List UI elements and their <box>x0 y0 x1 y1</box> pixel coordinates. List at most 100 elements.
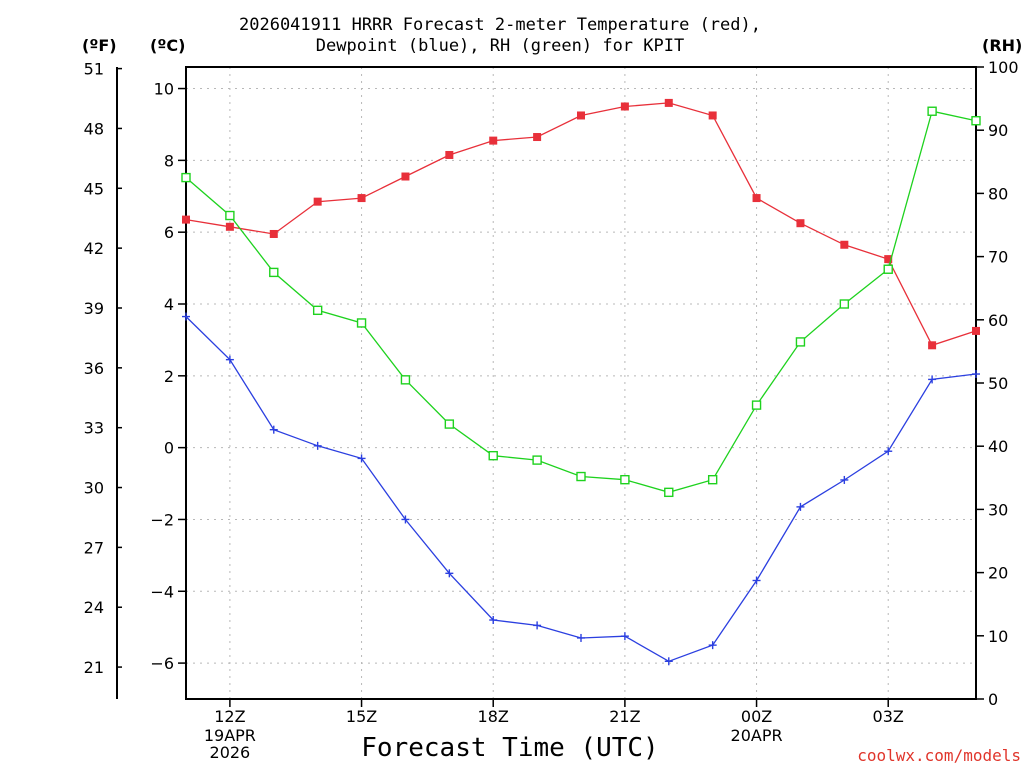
dewpoint-point <box>225 355 234 364</box>
rh-tick-label: 70 <box>988 248 1008 267</box>
temperature-point <box>445 150 454 159</box>
rh-point <box>707 474 718 485</box>
rh-line <box>185 110 977 493</box>
temperature-point <box>577 111 585 120</box>
fahrenheit-tick-label: 24 <box>84 598 104 617</box>
x-tick-label: 15Z <box>346 707 377 726</box>
temperature-point <box>489 136 498 145</box>
rh-point <box>400 375 411 385</box>
dewpoint-point <box>269 425 278 434</box>
rh-tick-label: 80 <box>988 184 1008 203</box>
dewpoint-line <box>185 316 977 663</box>
x-axis-label: Forecast Time (UTC) <box>361 733 659 763</box>
rh-point <box>883 264 893 274</box>
temperature-point <box>182 215 190 224</box>
temperature-point <box>752 194 761 203</box>
fahrenheit-tick-label: 21 <box>84 658 104 677</box>
dewpoint-point <box>182 312 190 321</box>
dewpoint-point <box>840 475 849 484</box>
temperature-point <box>620 102 629 111</box>
chart-title-line-2: Dewpoint (blue), RH (green) for KPIT <box>315 36 685 56</box>
celsius-tick-label: 0 <box>164 439 174 458</box>
celsius-tick-label: −2 <box>150 510 174 529</box>
celsius-unit-label: (ºC) <box>150 36 186 55</box>
dewpoint-point <box>972 370 980 379</box>
x-date-label: 20APR <box>731 726 783 745</box>
rh-point <box>356 318 367 328</box>
x-tick-label: 03Z <box>873 707 904 726</box>
dewpoint-point <box>752 576 761 585</box>
dewpoint-point <box>313 441 322 450</box>
temperature-point <box>708 111 717 120</box>
rh-point <box>795 337 806 347</box>
rh-tick-label: 50 <box>988 374 1008 393</box>
dewpoint-point <box>533 621 542 630</box>
axes-layer: 1086420−2−4−6514845423936333027242110090… <box>84 58 1019 762</box>
celsius-tick-label: −4 <box>150 582 174 601</box>
dewpoint-point <box>664 657 673 666</box>
x-tick-label: 18Z <box>478 707 509 726</box>
rh-point <box>664 487 674 498</box>
rh-tick-label: 30 <box>988 500 1008 519</box>
fahrenheit-tick-label: 30 <box>84 479 104 498</box>
celsius-tick-label: 2 <box>164 367 174 386</box>
temperature-point <box>533 133 542 142</box>
fahrenheit-tick-label: 45 <box>84 179 104 198</box>
dewpoint-point <box>796 502 805 511</box>
dewpoint-point <box>884 447 893 456</box>
dewpoint-point <box>489 616 498 624</box>
rh-point <box>620 474 630 485</box>
rh-point <box>532 455 542 465</box>
rh-tick-label: 40 <box>988 437 1008 456</box>
rh-point <box>576 471 586 482</box>
chart-title-line-1: 2026041911 HRRR Forecast 2-meter Tempera… <box>239 15 761 35</box>
dewpoint-point <box>928 375 937 384</box>
temperature-point <box>664 98 673 107</box>
x-tick-label: 12Z <box>214 707 245 726</box>
rh-tick-label: 90 <box>988 121 1008 140</box>
fahrenheit-tick-label: 27 <box>84 538 104 557</box>
fahrenheit-tick-label: 36 <box>84 359 104 378</box>
rh-point <box>444 419 455 429</box>
rh-point <box>839 299 850 309</box>
celsius-tick-label: 8 <box>164 151 174 170</box>
rh-point <box>971 116 981 126</box>
grid-layer <box>186 67 976 699</box>
fahrenheit-tick-label: 51 <box>84 60 104 79</box>
rh-unit-label: (RH) <box>982 36 1023 55</box>
celsius-tick-label: 4 <box>164 295 174 314</box>
temperature-point <box>313 197 322 206</box>
temperature-point <box>357 194 366 203</box>
dewpoint-point <box>620 632 629 641</box>
dewpoint-point <box>577 633 585 642</box>
dewpoint-point <box>401 515 410 524</box>
rh-point <box>225 210 235 221</box>
rh-point <box>269 267 279 278</box>
rh-point <box>927 106 937 116</box>
temperature-point <box>884 255 893 264</box>
celsius-tick-label: 6 <box>164 223 174 242</box>
temperature-point <box>401 172 410 181</box>
fahrenheit-tick-label: 48 <box>84 119 104 138</box>
dewpoint-point <box>445 569 454 578</box>
temperature-point <box>225 222 234 231</box>
plot-frame <box>185 66 977 700</box>
series-layer <box>181 98 981 666</box>
credit-link[interactable]: coolwx.com/models <box>857 746 1021 765</box>
rh-tick-label: 60 <box>988 311 1008 330</box>
rh-tick-label: 10 <box>988 627 1008 646</box>
x-tick-label: 21Z <box>609 707 640 726</box>
rh-tick-label: 20 <box>988 564 1008 583</box>
x-tick-label: 00Z <box>741 707 772 726</box>
fahrenheit-tick-label: 33 <box>84 419 104 438</box>
rh-point <box>312 305 323 316</box>
rh-tick-label: 0 <box>988 690 998 709</box>
fahrenheit-tick-label: 39 <box>84 299 104 318</box>
dewpoint-point <box>708 641 717 650</box>
temperature-point <box>972 326 980 335</box>
celsius-tick-label: −6 <box>150 654 174 673</box>
dewpoint-point <box>357 454 366 463</box>
x-date-label: 2026 <box>210 743 251 762</box>
rh-tick-label: 100 <box>988 58 1019 77</box>
